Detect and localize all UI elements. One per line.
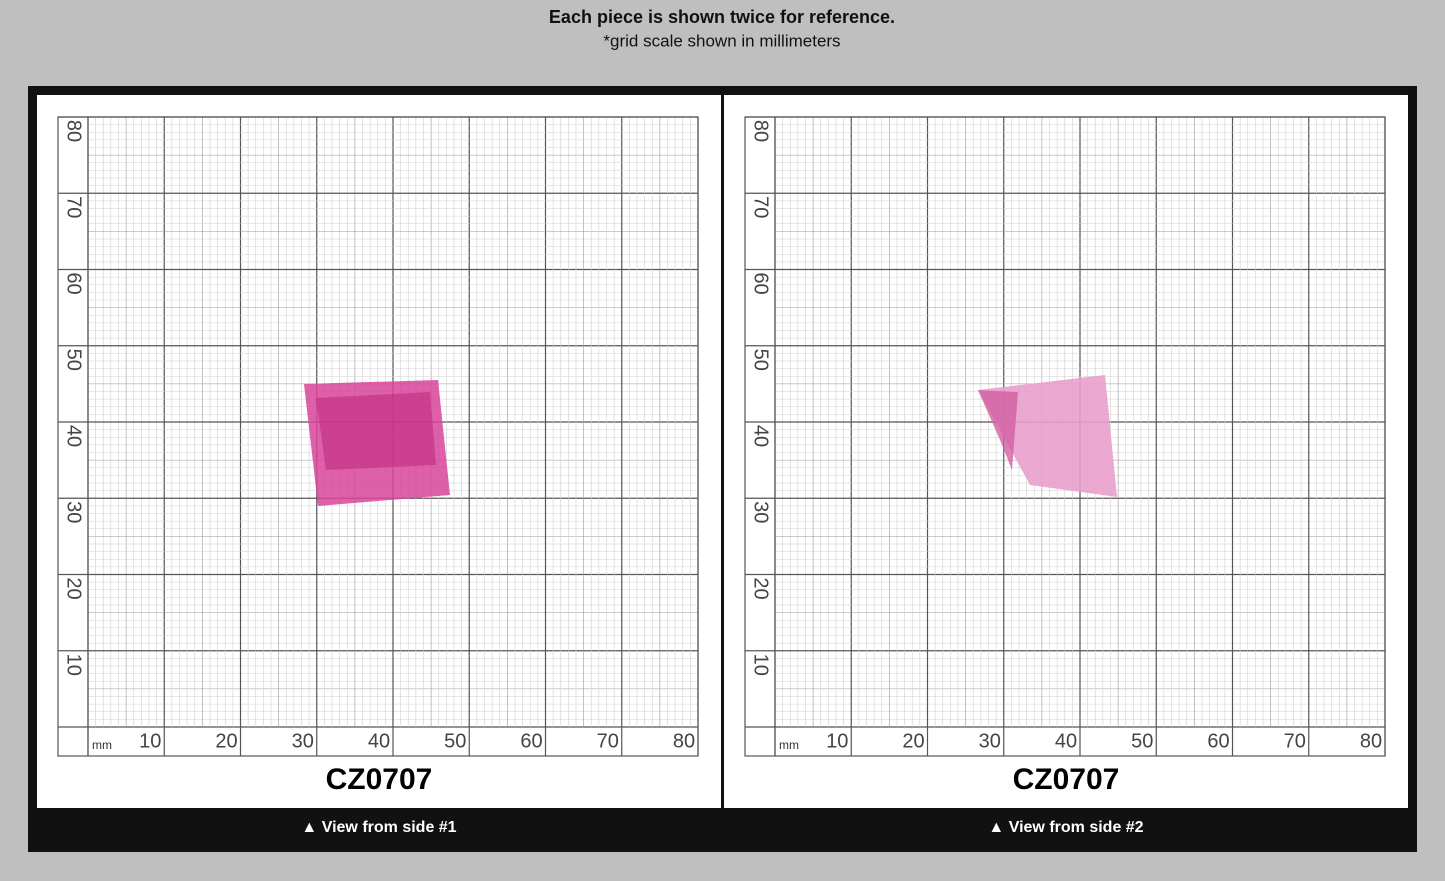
y-scale-label: 20 [63,577,85,599]
y-scale-label: 40 [750,425,772,447]
x-scale-label: 80 [1360,730,1382,752]
sample-id: CZ0707 [326,763,433,796]
y-scale-label: 30 [63,501,85,523]
y-scale-label: 10 [63,654,85,676]
x-scale-label: 50 [1131,730,1153,752]
y-scale-label: 50 [750,349,772,371]
caption: ▲ View from side #2 [988,819,1143,836]
y-scale-label: 70 [63,196,85,218]
caption: ▲ View from side #1 [301,819,456,836]
grids: mm 10 10 20 20 30 30 40 40 50 50 60 60 70 70 80 80 mm 10 10… [57,116,1386,757]
x-scale-label: 20 [902,730,924,752]
x-scale-label: 20 [215,730,237,752]
y-scale-label: 70 [750,196,772,218]
y-scale-label: 60 [750,272,772,294]
y-scale-label: 40 [63,425,85,447]
x-scale-label: 60 [1207,730,1229,752]
title: Each piece is shown twice for reference. [549,7,895,27]
unit-label: mm [92,738,112,752]
gem-face [316,392,436,470]
y-scale-label: 20 [750,577,772,599]
x-scale-label: 50 [444,730,466,752]
y-scale-label: 80 [750,120,772,142]
x-scale-label: 40 [1055,730,1077,752]
gem-face [978,390,1018,470]
scale-border [744,116,1386,757]
x-scale-label: 30 [979,730,1001,752]
subtitle: *grid scale shown in millimeters [603,31,840,50]
x-scale-label: 70 [1284,730,1306,752]
scale-border [57,116,699,757]
unit-label: mm [779,738,799,752]
y-scale-label: 10 [750,654,772,676]
sample-id: CZ0707 [1013,763,1120,796]
x-scale-label: 80 [673,730,695,752]
x-scale-label: 40 [368,730,390,752]
x-scale-label: 10 [826,730,848,752]
x-scale-label: 70 [597,730,619,752]
x-scale-label: 30 [292,730,314,752]
y-scale-label: 80 [63,120,85,142]
y-scale-label: 30 [750,501,772,523]
y-scale-label: 50 [63,349,85,371]
x-scale-label: 60 [520,730,542,752]
y-scale-label: 60 [63,272,85,294]
x-scale-label: 10 [139,730,161,752]
